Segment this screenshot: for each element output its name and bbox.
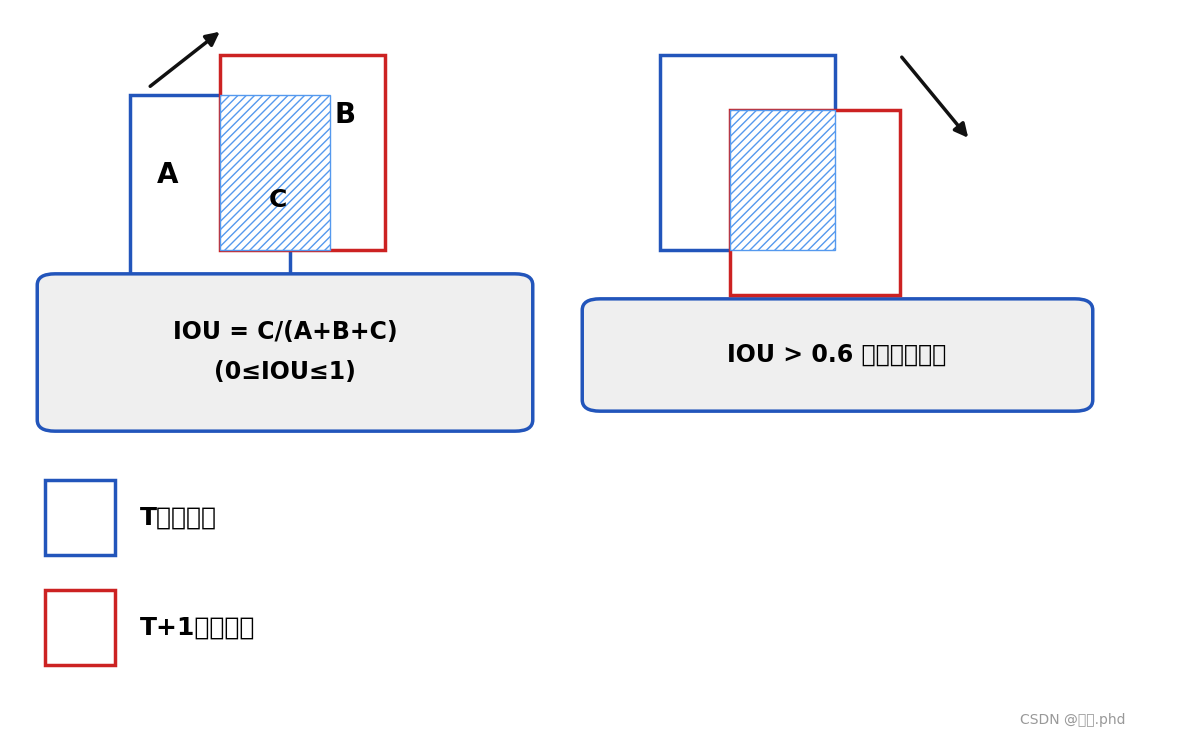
Bar [220,95,330,250]
Bar [130,95,290,290]
Bar [220,95,330,250]
Bar [731,110,835,250]
Bar [45,590,115,665]
Bar [731,110,835,250]
Text: B: B [334,101,355,129]
FancyBboxPatch shape [583,299,1093,411]
Text: C: C [269,188,288,212]
Text: T帧目标框: T帧目标框 [140,506,217,530]
Text: IOU = C/(A+B+C)
(0≤IOU≤1): IOU = C/(A+B+C) (0≤IOU≤1) [173,321,398,384]
Text: CSDN @小陈.phd: CSDN @小陈.phd [1019,713,1126,727]
Text: IOU > 0.6 表示关联成功: IOU > 0.6 表示关联成功 [727,343,947,367]
Bar [659,55,835,250]
Text: T+1帧目标框: T+1帧目标框 [140,616,256,640]
Bar [45,480,115,555]
Bar [220,55,385,250]
FancyBboxPatch shape [37,274,533,432]
Text: A: A [157,161,179,189]
Bar [731,110,900,295]
